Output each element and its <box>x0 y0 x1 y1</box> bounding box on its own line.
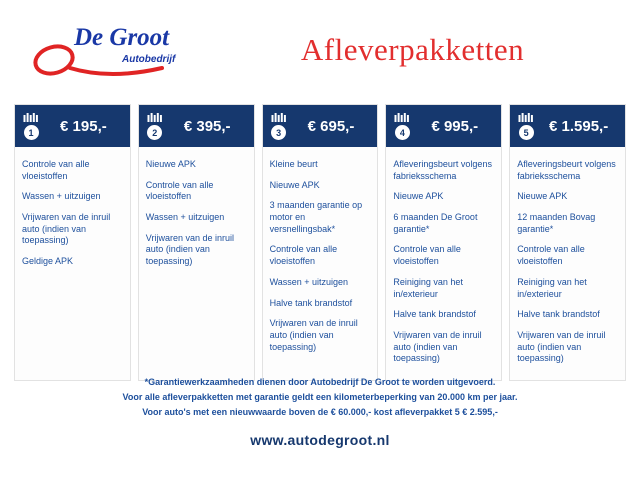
package-price: € 995,- <box>431 117 479 135</box>
package-item: Nieuwe APK <box>269 179 320 190</box>
packages-grid: 1 € 195,- Controle van alle vloeistoffen… <box>14 104 626 381</box>
package-card: 1 € 195,- Controle van alle vloeistoffen… <box>14 104 131 381</box>
package-item: Halve tank brandstof <box>393 309 476 320</box>
package-item: 3 maanden garantie op motor en versnelli… <box>269 200 363 234</box>
package-icon <box>147 113 162 122</box>
package-item: Vrijwaren van de inruil auto (indien van… <box>145 232 235 267</box>
package-price: € 695,- <box>307 117 355 135</box>
package-price: € 1.595,- <box>548 117 609 135</box>
package-header-left: 1 <box>20 112 42 140</box>
package-item: Geldige APK <box>22 256 74 267</box>
footnote-line: *Garantiewerkzaamheden dienen door Autob… <box>144 377 496 387</box>
package-items: Afleveringsbeurt volgens fabrieksschema N… <box>510 147 625 380</box>
package-icon <box>23 113 38 122</box>
package-item: Controle van alle vloeistoffen <box>393 244 461 267</box>
footer: *Garantiewerkzaamheden dienen door Autob… <box>0 375 640 448</box>
package-item: Halve tank brandstof <box>269 297 353 308</box>
package-header: 2 € 395,- <box>138 105 254 147</box>
package-header-left: 3 <box>268 112 290 140</box>
brand-logo: De Groot Autobedrijf <box>30 24 215 84</box>
package-item: Halve tank brandstof <box>517 309 600 320</box>
website-link[interactable]: www.autodegroot.nl <box>250 431 390 448</box>
package-item: Afleveringsbeurt volgens fabrieksschema <box>517 159 616 181</box>
package-items: Controle van alle vloeistoffen Wassen + u… <box>15 147 130 380</box>
package-item: Vrijwaren van de inruil auto (indien van… <box>393 329 482 364</box>
package-header-left: 4 <box>391 112 413 140</box>
package-item: Nieuwe APK <box>145 159 196 169</box>
title-area: Afleverpakketten <box>215 24 610 68</box>
package-card: 2 € 395,- Nieuwe APK Controle van alle vl… <box>137 104 255 381</box>
package-item: Vrijwaren van de inruil auto (indien van… <box>517 329 606 364</box>
logo-swoosh-icon <box>33 44 164 76</box>
package-header-left: 5 <box>515 112 537 140</box>
footnotes: *Garantiewerkzaamheden dienen door Autob… <box>0 375 640 420</box>
package-items: Kleine beurt Nieuwe APK 3 maanden garantie… <box>263 147 378 380</box>
package-item: Vrijwaren van de inruil auto (indien van… <box>269 318 358 352</box>
package-icon <box>518 113 534 122</box>
package-card: 4 € 995,- Afleveringsbeurt volgens fabri… <box>385 104 503 381</box>
package-header: 5 € 1.595,- <box>510 105 625 147</box>
logo-name: De Groot <box>74 24 170 51</box>
page-title: Afleverpakketten <box>300 32 525 67</box>
package-item: Reiniging van het in/exterieur <box>517 276 587 299</box>
package-header: 4 € 995,- <box>386 105 502 147</box>
package-item: Controle van alle vloeistoffen <box>145 179 214 202</box>
package-number: 3 <box>271 125 287 140</box>
package-item: Controle van alle vloeistoffen <box>22 159 90 181</box>
package-header: 1 € 195,- <box>15 105 130 147</box>
package-items: Nieuwe APK Controle van alle vloeistoffen… <box>139 147 254 380</box>
package-header: 3 € 695,- <box>262 105 378 147</box>
package-number: 2 <box>147 125 163 140</box>
footnote-line: Voor auto's met een nieuwwaarde boven de… <box>142 406 498 417</box>
package-item: Reiniging van het in/exterieur <box>393 276 463 299</box>
package-number: 5 <box>518 125 534 140</box>
package-price: € 195,- <box>60 117 107 135</box>
package-item: Nieuwe APK <box>393 191 444 202</box>
page: De Groot Autobedrijf Afleverpakketten 1 <box>0 0 640 448</box>
footnote-line: Voor alle afleverpakketten met garantie … <box>122 391 518 402</box>
package-icon <box>271 113 286 122</box>
package-icon <box>394 113 410 122</box>
package-item: 12 maanden Bovag garantie* <box>517 212 596 234</box>
package-item: Kleine beurt <box>269 159 318 169</box>
package-card: 5 € 1.595,- Afleveringsbeurt volgens fab… <box>509 104 626 381</box>
package-item: Nieuwe APK <box>517 191 568 202</box>
package-item: 6 maanden De Groot garantie* <box>393 212 478 234</box>
package-item: Controle van alle vloeistoffen <box>269 244 338 267</box>
package-price: € 395,- <box>183 117 231 135</box>
package-card: 3 € 695,- Kleine beurt Nieuwe APK 3 maande… <box>261 104 379 381</box>
package-item: Afleveringsbeurt volgens fabrieksschema <box>393 159 492 181</box>
package-item: Wassen + uitzuigen <box>269 276 349 287</box>
package-item: Wassen + uitzuigen <box>145 212 225 223</box>
package-number: 4 <box>394 125 410 140</box>
package-item: Vrijwaren van de inruil auto (indien van… <box>22 212 111 246</box>
package-header-left: 2 <box>144 112 166 140</box>
package-item: Controle van alle vloeistoffen <box>517 244 585 267</box>
logo-subtitle: Autobedrijf <box>122 54 176 65</box>
package-item: Wassen + uitzuigen <box>22 191 101 202</box>
package-number: 1 <box>23 125 39 140</box>
header: De Groot Autobedrijf Afleverpakketten <box>0 0 640 96</box>
package-items: Afleveringsbeurt volgens fabrieksschema N… <box>386 147 501 380</box>
